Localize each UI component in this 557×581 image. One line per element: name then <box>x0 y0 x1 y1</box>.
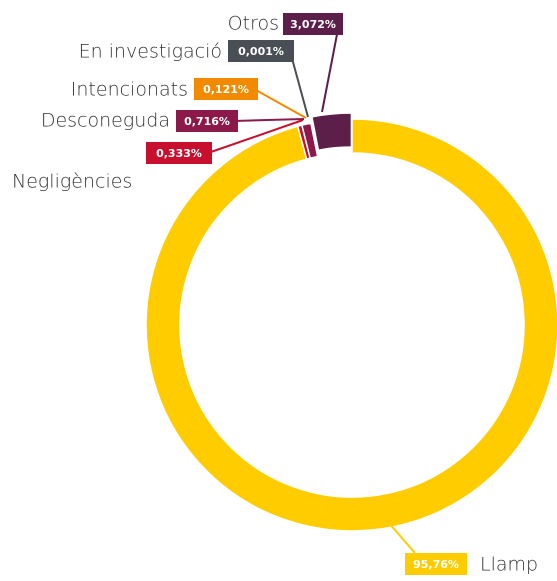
category-label: En investigació <box>79 41 222 63</box>
category-label: Intencionats <box>71 79 188 101</box>
leader-line <box>321 23 340 113</box>
label-box <box>283 13 343 35</box>
label-box <box>176 110 238 132</box>
leader-line <box>207 119 304 154</box>
label-box <box>228 40 294 62</box>
label-box <box>146 142 212 164</box>
value-label: 0,333% <box>156 147 202 160</box>
leader-line <box>253 88 307 119</box>
leader-line <box>387 521 416 554</box>
value-label: 3,072% <box>290 18 336 31</box>
category-label: Desconeguda <box>41 110 170 132</box>
label-box <box>194 78 258 100</box>
label-box <box>405 553 467 575</box>
category-label: Llamp <box>480 554 538 576</box>
value-label: 95,76% <box>413 558 459 571</box>
donut-slice <box>145 118 557 532</box>
value-label: 0,121% <box>203 83 249 96</box>
donut-slice <box>311 112 353 152</box>
value-label: 0,001% <box>238 45 284 58</box>
leader-line <box>233 118 305 122</box>
category-label: Otros <box>228 13 279 35</box>
category-label: Negligències <box>12 171 132 193</box>
value-label: 0,716% <box>184 115 230 128</box>
